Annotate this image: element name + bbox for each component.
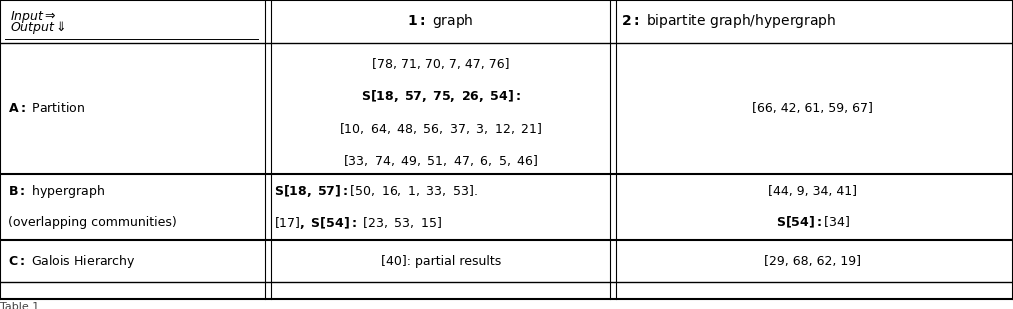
Text: $\mathbf{2:}$ bipartite graph/hypergraph: $\mathbf{2:}$ bipartite graph/hypergraph [621,12,836,30]
Text: [17]$\mathbf{,\ S[54]:}$ $\mathit{[23,\ 53,\ 15]}$: [17]$\mathbf{,\ S[54]:}$ $\mathit{[23,\ … [274,215,442,231]
Text: [44, 9, 34, 41]: [44, 9, 34, 41] [769,184,857,198]
Text: $\mathbf{1:}$ graph: $\mathbf{1:}$ graph [407,12,474,30]
Text: $\mathit{Output{\Downarrow}}$: $\mathit{Output{\Downarrow}}$ [10,19,66,36]
Text: $\mathbf{S[18,\ 57,\ 75,\ 26,\ 54]:}$: $\mathbf{S[18,\ 57,\ 75,\ 26,\ 54]:}$ [361,88,521,104]
Text: $\mathbf{S[18,\ 57]:}$$\mathit{[50,\ 16,\ 1,\ 33,\ 53].}$: $\mathbf{S[18,\ 57]:}$$\mathit{[50,\ 16,… [274,183,477,199]
Text: $\mathit{[33,\ 74,\ 49,\ 51,\ 47,\ 6,\ 5,\ 46]}$: $\mathit{[33,\ 74,\ 49,\ 51,\ 47,\ 6,\ 5… [343,153,538,168]
Text: (overlapping communities): (overlapping communities) [8,216,177,229]
Text: $\mathit{[10,\ 64,\ 48,\ 56,\ 37,\ 3,\ 12,\ 21]}$: $\mathit{[10,\ 64,\ 48,\ 56,\ 37,\ 3,\ 1… [339,121,542,136]
Text: $\mathbf{B:}$ hypergraph: $\mathbf{B:}$ hypergraph [8,183,105,200]
Text: $\mathbf{S[54]:}$$\mathit{[34]}$: $\mathbf{S[54]:}$$\mathit{[34]}$ [776,215,850,230]
Text: $\mathit{Input{\Rightarrow}}$: $\mathit{Input{\Rightarrow}}$ [10,9,57,25]
Text: [29, 68, 62, 19]: [29, 68, 62, 19] [765,255,861,268]
Text: [40]: partial results: [40]: partial results [381,255,500,268]
Text: $\mathbf{A:}$ Partition: $\mathbf{A:}$ Partition [8,101,85,115]
Text: $\mathbf{C:}$ Galois Hierarchy: $\mathbf{C:}$ Galois Hierarchy [8,252,136,269]
Text: Table 1.: Table 1. [0,302,43,309]
Text: [66, 42, 61, 59, 67]: [66, 42, 61, 59, 67] [753,102,873,115]
Text: [78, 71, 70, 7, 47, 76]: [78, 71, 70, 7, 47, 76] [372,57,510,70]
